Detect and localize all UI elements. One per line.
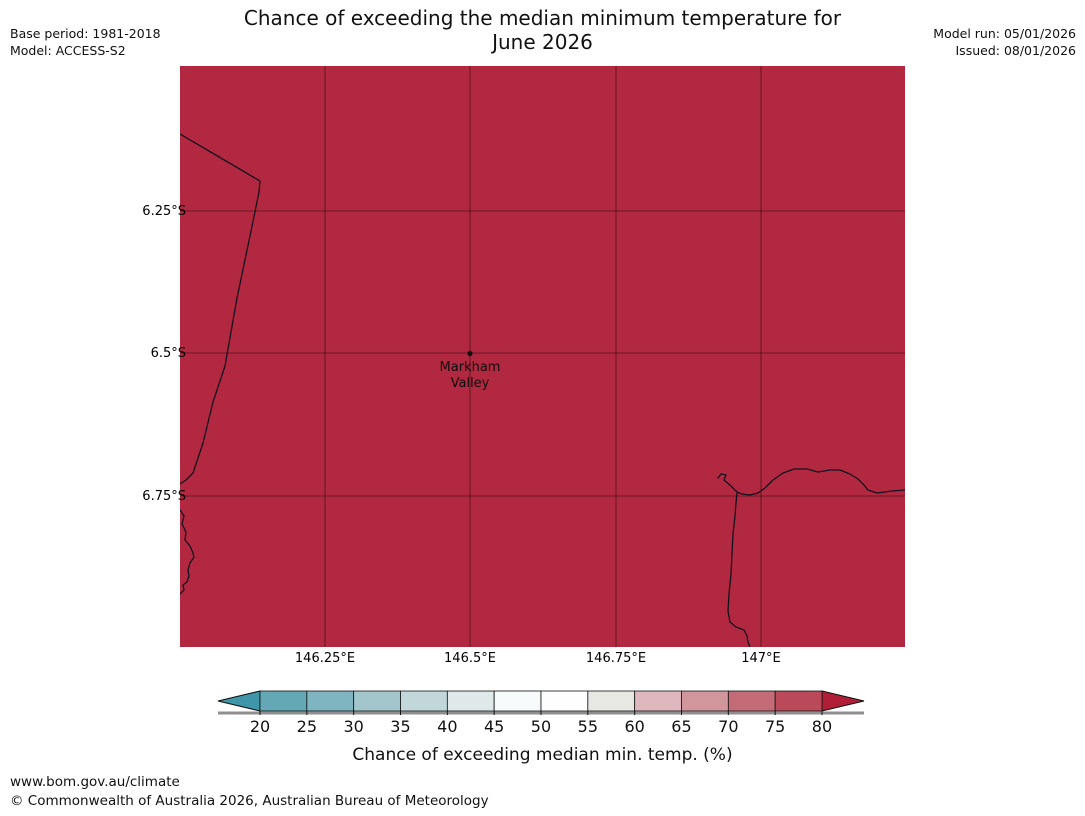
colorbar-segment [727, 690, 776, 712]
footer: www.bom.gov.au/climate © Commonwealth of… [10, 773, 489, 811]
colorbar-right-arrow [821, 690, 865, 712]
colorbar-segment [493, 690, 542, 712]
colorbar-segment [446, 690, 495, 712]
colorbar-segment [681, 690, 729, 712]
page-title-line1: Chance of exceeding the median minimum t… [243, 6, 842, 30]
run-metadata-right: Model run: 05/01/2026 Issued: 08/01/2026 [933, 25, 1076, 59]
colorbar-tick-label: 20 [249, 717, 271, 736]
coastlines [180, 133, 905, 647]
run-metadata-left: Base period: 1981-2018 Model: ACCESS-S2 [10, 25, 161, 59]
colorbar-segment [400, 690, 448, 712]
colorbar-tick-label: 40 [437, 717, 458, 736]
coastline-southeast-river [727, 492, 751, 647]
graticule [180, 66, 905, 647]
model-run-text: Model run: 05/01/2026 [933, 26, 1076, 41]
lat-label-2: 6.75°S [142, 489, 186, 504]
colorbar: 20 25 30 35 40 45 50 55 60 65 70 75 80 [210, 690, 870, 748]
colorbar-segment [353, 690, 401, 712]
colorbar-segment [634, 690, 682, 712]
colorbar-tick-label: 35 [390, 717, 411, 736]
colorbar-tick-label: 60 [624, 717, 645, 736]
colorbar-tick-label: 45 [483, 717, 505, 736]
colorbar-title: Chance of exceeding median min. temp. (%… [352, 745, 733, 765]
location-label-line1: Markham [439, 360, 501, 375]
colorbar-svg [217, 690, 865, 715]
lat-label-0: 6.25°S [142, 204, 186, 219]
lon-label-2: 146.75°E [585, 651, 647, 666]
colorbar-segment [774, 690, 823, 712]
colorbar-segment [540, 690, 589, 712]
map-svg [180, 66, 905, 647]
lon-label-0: 146.25°E [294, 651, 356, 666]
coastline-northwest [180, 133, 261, 485]
colorbar-left-arrow [217, 690, 261, 712]
coastline-southeast-shore [717, 468, 905, 496]
lon-label-3: 147°E [741, 651, 781, 666]
model-text: Model: ACCESS-S2 [10, 43, 126, 58]
footer-url: www.bom.gov.au/climate [10, 774, 180, 790]
page-title: Chance of exceeding the median minimum t… [0, 6, 1085, 54]
lat-label-1: 6.5°S [150, 346, 186, 361]
colorbar-tick-label: 75 [764, 717, 786, 736]
location-label: Markham Valley [440, 360, 501, 392]
page-title-line2: June 2026 [492, 30, 593, 54]
colorbar-tick-label: 30 [343, 717, 364, 736]
colorbar-tick-label: 80 [811, 717, 833, 736]
colorbar-tick-label: 25 [296, 717, 318, 736]
location-label-line2: Valley [450, 376, 490, 391]
footer-copyright: © Commonwealth of Australia 2026, Austra… [10, 793, 489, 809]
lon-label-1: 146.5°E [444, 651, 496, 666]
map-area: Markham Valley [180, 66, 905, 647]
colorbar-tick-label: 65 [671, 717, 692, 736]
coastline-west-inlet [180, 509, 195, 595]
colorbar-segment [259, 690, 308, 712]
location-marker-dot [467, 350, 473, 357]
colorbar-tick-label: 50 [530, 717, 552, 736]
base-period-text: Base period: 1981-2018 [10, 26, 161, 41]
colorbar-tick-label: 55 [577, 717, 599, 736]
issued-text: Issued: 08/01/2026 [955, 43, 1077, 58]
colorbar-segment [587, 690, 636, 712]
colorbar-tick-label: 70 [718, 717, 739, 736]
colorbar-segment [306, 690, 355, 712]
